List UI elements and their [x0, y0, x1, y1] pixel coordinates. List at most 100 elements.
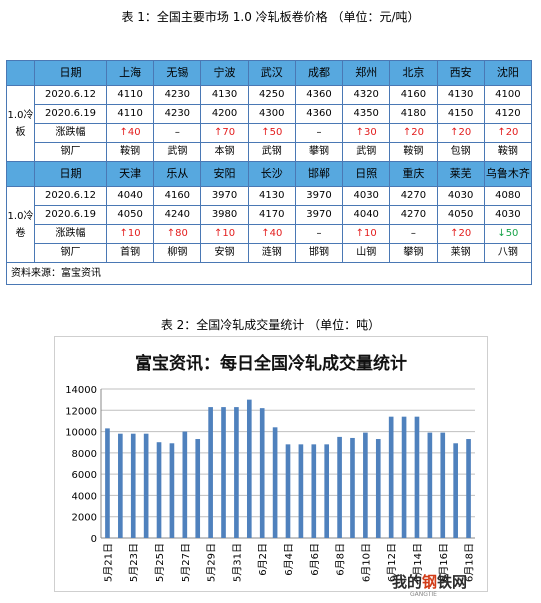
- table-row: 涨跌幅 ↑40– ↑70 ↑50– ↑30 ↑20 ↑20 ↑20: [7, 123, 533, 143]
- y-tick-label: 10000: [65, 428, 97, 439]
- table-cell: 涟钢: [247, 243, 296, 263]
- table-cell: 4130: [436, 85, 485, 105]
- table-cell: 4270: [389, 186, 438, 206]
- row-label: 涨跌幅: [34, 224, 107, 244]
- group2-product-label: 1.0冷卷: [6, 186, 35, 263]
- header-cell: 北京: [389, 60, 438, 86]
- table-row: 钢厂 鞍钢 武钢 本钢 武钢 攀钢 武钢 鞍钢 包钢 鞍钢: [7, 142, 533, 162]
- table-cell: 4270: [389, 205, 438, 225]
- y-tick-label: 8000: [72, 449, 97, 460]
- table-cell: 3980: [200, 205, 249, 225]
- table-cell: 武钢: [342, 142, 391, 162]
- table-cell: 鞍钢: [389, 142, 438, 162]
- group2-header-row: 日期 天津 乐从 安阳 长沙 邯郸 日照 重庆 莱芜 乌鲁木齐: [6, 161, 533, 187]
- table-cell: 4170: [247, 205, 296, 225]
- header-cell: 日期: [34, 60, 107, 86]
- table-cell: ↑20: [389, 123, 438, 143]
- table-cell: 4300: [247, 104, 296, 124]
- bar: [143, 433, 149, 538]
- source-row: 资料来源：富宝资讯: [6, 262, 532, 285]
- table-cell: 4110: [105, 104, 155, 124]
- table-cell: ↑20: [436, 123, 485, 143]
- table-cell: 4050: [436, 205, 485, 225]
- header-cell: 邯郸: [294, 161, 344, 187]
- table-cell: 4160: [389, 85, 438, 105]
- table-row: 涨跌幅 ↑10 ↑80 ↑10 ↑40– ↑10– ↑20 ↓50: [7, 224, 533, 244]
- bar: [208, 407, 213, 538]
- x-tick-label: 5月29日: [206, 543, 218, 582]
- bar: [375, 439, 381, 538]
- row-label: 钢厂: [34, 243, 107, 263]
- table-cell: 4130: [247, 186, 296, 206]
- header-cell: 日期: [34, 161, 107, 187]
- table-cell: ↑40: [105, 123, 155, 143]
- y-tick-label: 12000: [65, 406, 97, 417]
- x-tick-label: 6月2日: [257, 543, 269, 576]
- table-cell: 4180: [389, 104, 438, 124]
- y-tick-label: 14000: [65, 385, 97, 396]
- table-cell: 4130: [200, 85, 249, 105]
- header-cell: 上海: [105, 60, 155, 86]
- table-cell: 4040: [342, 205, 391, 225]
- row-label: 钢厂: [34, 142, 107, 162]
- row-label: 涨跌幅: [34, 123, 107, 143]
- table-cell: 4050: [105, 205, 155, 225]
- x-tick-label: 6月10日: [360, 543, 372, 582]
- bar: [388, 416, 394, 538]
- table-cell: 4150: [436, 104, 485, 124]
- table-row: 2020.6.19 4110 4230 4200 4300 4360 4350 4180 415…: [7, 104, 533, 124]
- table-cell: ↑30: [342, 123, 391, 143]
- table-cell: 4350: [342, 104, 391, 124]
- bar: [182, 431, 188, 538]
- x-tick-label: 6月18日: [464, 543, 476, 582]
- header-cell: 莱芜: [436, 161, 485, 187]
- bar: [156, 442, 162, 538]
- x-tick-label: 6月6日: [309, 543, 321, 576]
- y-tick-label: 0: [91, 534, 97, 545]
- table-cell: 4030: [483, 205, 533, 225]
- table-cell: 鞍钢: [483, 142, 533, 162]
- table-cell: 4230: [153, 104, 202, 124]
- table-cell: 攀钢: [294, 142, 344, 162]
- table-cell: –: [294, 224, 344, 244]
- x-tick-label: 5月23日: [128, 543, 140, 582]
- table-cell: 4360: [294, 85, 344, 105]
- table-cell: 武钢: [247, 142, 296, 162]
- table-cell: 4120: [483, 104, 533, 124]
- table-cell: 鞍钢: [105, 142, 155, 162]
- bar: [285, 444, 291, 538]
- table-cell: 4320: [342, 85, 391, 105]
- bar: [453, 443, 458, 538]
- header-cell: 武汉: [247, 60, 296, 86]
- header-cell: 宁波: [200, 60, 249, 86]
- table-cell: 4360: [294, 104, 344, 124]
- header-cell: 乐从: [153, 161, 202, 187]
- table-cell: 4040: [105, 186, 155, 206]
- table1-title: 表 1：全国主要市场 1.0 冷轧板卷价格 （单位：元/吨）: [121, 10, 420, 24]
- row-label: 2020.6.19: [34, 104, 107, 124]
- x-tick-label: 6月14日: [412, 543, 424, 582]
- table-cell: 4240: [153, 205, 202, 225]
- table-cell: ↑70: [200, 123, 249, 143]
- bar: [118, 433, 123, 538]
- x-tick-label: 5月21日: [102, 543, 114, 582]
- header-cell: 沈阳: [483, 60, 533, 86]
- table-cell: 武钢: [153, 142, 202, 162]
- bar: [259, 408, 265, 538]
- x-tick-label: 6月12日: [386, 543, 398, 582]
- row-label: 2020.6.12: [34, 85, 107, 105]
- table-cell: 安钢: [200, 243, 249, 263]
- bar: [466, 439, 471, 538]
- x-tick-label: 5月31日: [231, 543, 243, 582]
- table-cell: ↑10: [200, 224, 249, 244]
- table2-title: 表 2：全国冷轧成交量统计 （单位：吨）: [160, 318, 381, 332]
- table-cell: ↑10: [342, 224, 391, 244]
- table-cell: 柳钢: [153, 243, 202, 263]
- volume-chart-svg: 0 2000 4000 6000 8000 10000 12000 14000 5月21日 5月2…: [65, 385, 476, 582]
- table-cell: 邯钢: [294, 243, 344, 263]
- group1-product-label: 1.0冷板: [6, 85, 35, 162]
- bar: [272, 427, 278, 538]
- x-tick-label: 6月8日: [335, 543, 347, 576]
- header-cell: 日照: [342, 161, 391, 187]
- header-cell: 天津: [105, 161, 155, 187]
